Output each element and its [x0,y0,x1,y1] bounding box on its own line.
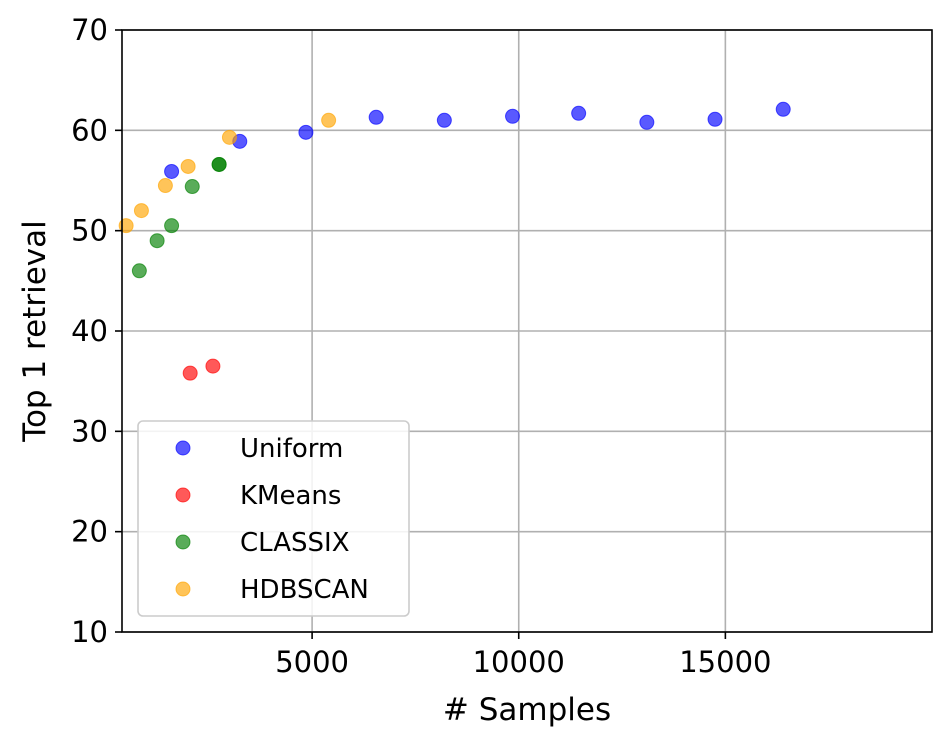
axis-ticks: 5000 10000 15000 10 20 30 40 50 60 70 [71,13,771,679]
legend-entries: Uniform KMeans CLASSIX HDBSCAN [175,434,369,605]
legend-item-classix: CLASSIX [175,528,350,558]
x-tick-label: 5000 [275,645,349,679]
data-point [164,163,180,179]
legend-item-uniform: Uniform [175,434,343,464]
y-tick-label: 70 [71,13,108,47]
y-tick-label: 20 [71,515,108,549]
legend-label: CLASSIX [240,528,350,558]
data-point [149,233,165,249]
data-point [184,179,200,195]
data-point [368,109,384,125]
data-point [131,263,147,279]
data-points [118,101,791,381]
y-tick-label: 30 [71,414,108,448]
legend-label: Uniform [240,434,343,464]
series-kmeans [182,358,221,381]
data-point [321,112,337,128]
legend-marker [175,581,191,597]
data-point [205,358,221,374]
data-point [571,105,587,121]
data-point [505,108,521,124]
y-tick-label: 40 [71,314,108,348]
legend-marker [175,487,191,503]
data-point [298,124,314,140]
y-tick-label: 50 [71,214,108,248]
x-tick-label: 10000 [473,645,565,679]
legend-item-kmeans: KMeans [175,481,341,511]
data-point [775,101,791,117]
y-tick-label: 60 [71,113,108,147]
legend-box [137,420,410,617]
data-point [180,158,196,174]
data-point [211,156,227,172]
x-axis-label: # Samples [443,692,611,728]
data-point [436,112,452,128]
series-uniform [164,101,791,179]
legend-item-hdbscan: HDBSCAN [175,575,369,605]
data-point [221,129,237,145]
data-point [707,111,723,127]
series-classix [131,156,227,279]
legend: Uniform KMeans CLASSIX HDBSCAN [137,420,410,617]
data-point [164,218,180,234]
data-point [133,203,149,219]
legend-label: KMeans [240,481,341,511]
data-point [157,178,173,194]
data-point [639,114,655,130]
y-tick-label: 10 [71,615,108,649]
legend-marker [175,534,191,550]
y-axis-label: Top 1 retrieval [17,220,53,442]
data-point [182,365,198,381]
x-tick-label: 15000 [679,645,771,679]
legend-label: HDBSCAN [240,575,369,605]
legend-marker [175,440,191,456]
